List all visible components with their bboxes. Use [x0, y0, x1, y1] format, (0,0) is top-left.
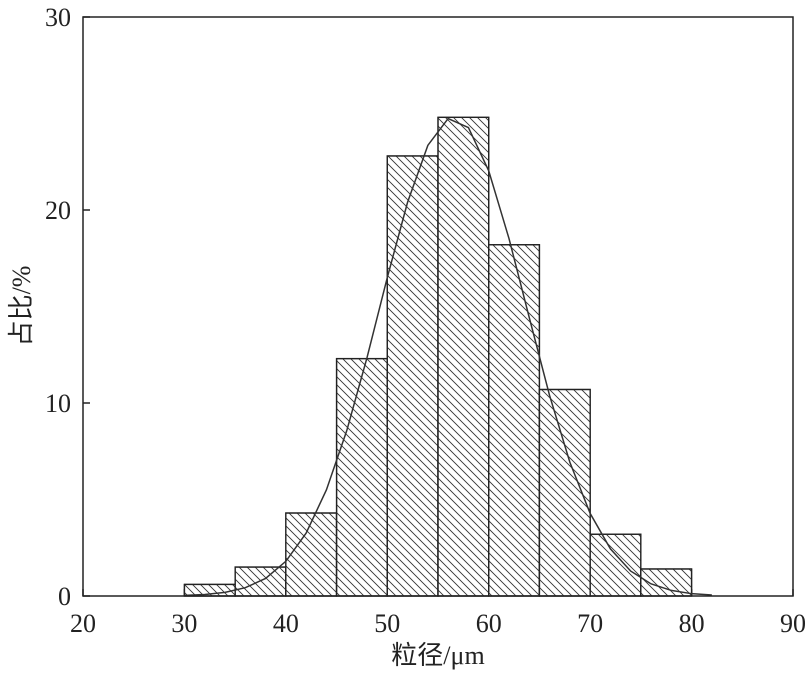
frame — [82, 16, 794, 597]
bar-hatch — [335, 357, 388, 597]
x-tick-label: 80 — [679, 609, 705, 638]
bar-hatch — [488, 244, 541, 597]
y-tick-label: 10 — [45, 389, 71, 418]
y-axis-label: 占比/% — [7, 266, 36, 347]
x-tick-label: 40 — [273, 609, 299, 638]
y-tick-label: 30 — [45, 3, 71, 32]
bar-hatch — [589, 533, 642, 597]
bar-hatch — [437, 116, 490, 597]
y-tick-label: 20 — [45, 196, 71, 225]
x-tick-label: 60 — [476, 609, 502, 638]
fit-curve — [184, 117, 712, 597]
x-tick-label: 70 — [577, 609, 603, 638]
plot: 0 10 20 30 20 30 40 50 60 70 80 90 — [45, 3, 806, 638]
bar-hatch — [285, 512, 338, 597]
x-tick-label: 90 — [780, 609, 806, 638]
y-tick-label: 0 — [58, 582, 71, 611]
x-axis-label: 粒径/μm — [391, 641, 484, 670]
x-tick-label: 20 — [70, 609, 96, 638]
x-tick-label: 30 — [171, 609, 197, 638]
bar-hatch — [386, 155, 439, 597]
x-tick-label: 50 — [374, 609, 400, 638]
